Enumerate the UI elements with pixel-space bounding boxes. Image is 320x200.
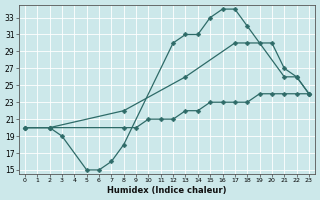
X-axis label: Humidex (Indice chaleur): Humidex (Indice chaleur) xyxy=(107,186,227,195)
